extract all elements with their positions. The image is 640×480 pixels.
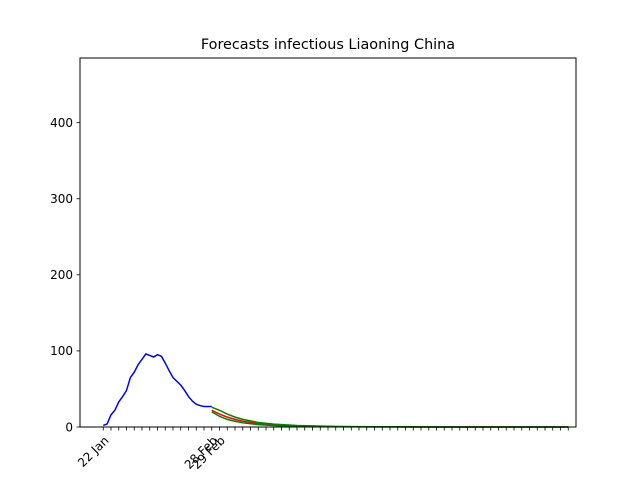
y-tick-label: 0 bbox=[65, 420, 73, 434]
plot-frame bbox=[79, 57, 577, 428]
y-tick-label: 400 bbox=[50, 116, 73, 130]
y-tick-label: 300 bbox=[50, 192, 73, 206]
y-tick-label: 100 bbox=[50, 344, 73, 358]
x-tick-label: 22 Jan bbox=[75, 433, 111, 469]
plot-area bbox=[80, 58, 576, 427]
y-tick-label: 200 bbox=[50, 268, 73, 282]
y-axis-ticks: 0 100 200 300 400 bbox=[50, 116, 80, 434]
series-line-1 bbox=[102, 353, 212, 427]
chart-title: Forecasts infectious Liaoning China bbox=[201, 37, 455, 53]
